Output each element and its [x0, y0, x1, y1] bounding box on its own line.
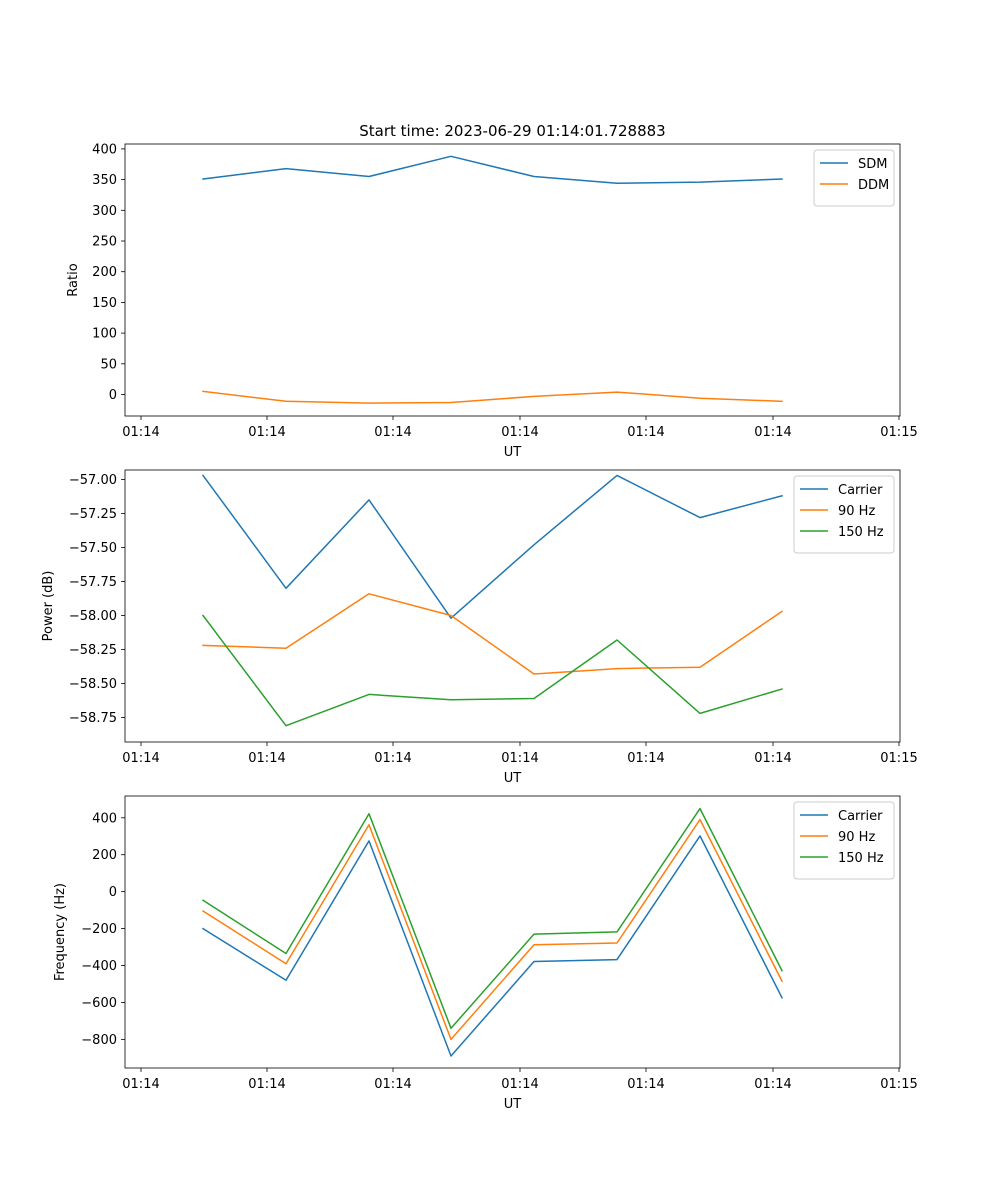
- legend-label: Carrier: [838, 483, 883, 498]
- legend-label: 150 Hz: [838, 525, 884, 540]
- y-tick-label: 50: [100, 357, 117, 372]
- x-tick-label: 01:14: [754, 751, 791, 766]
- y-tick-label: −58.75: [69, 711, 117, 726]
- x-tick-label: 01:14: [248, 425, 285, 440]
- x-tick-label: 01:15: [880, 751, 917, 766]
- legend-label: Carrier: [838, 809, 883, 824]
- y-tick-label: 400: [92, 142, 117, 157]
- y-axis-label: Ratio: [66, 263, 81, 296]
- y-tick-label: 100: [92, 327, 117, 342]
- x-tick-label: 01:14: [122, 751, 159, 766]
- x-tick-label: 01:14: [627, 1077, 664, 1092]
- x-tick-label: 01:14: [627, 751, 664, 766]
- x-tick-label: 01:14: [374, 1077, 411, 1092]
- y-tick-label: −57.00: [69, 473, 117, 488]
- chart-panel-3: 01:14 01:14 01:14 01:14 01:14 01:14 01:15 −800 −…: [53, 795, 918, 1112]
- y-tick-label: 200: [92, 848, 117, 863]
- axes-frame: [124, 795, 901, 1069]
- x-tick-label: 01:14: [248, 751, 285, 766]
- x-tick-label: 01:14: [374, 425, 411, 440]
- y-tick-label: 400: [92, 811, 117, 826]
- x-tick-label: 01:14: [501, 425, 538, 440]
- chart-panel-1: 01:14 01:14 01:14 01:14 01:14 01:14 01:15 0 50 10…: [66, 142, 918, 460]
- y-tick-label: −200: [81, 922, 117, 937]
- y-tick-label: −600: [81, 996, 117, 1011]
- series-line-90-hz: [202, 593, 784, 675]
- y-tick-label: −57.75: [69, 575, 117, 590]
- x-tick-label: 01:14: [754, 425, 791, 440]
- y-tick-label: −58.25: [69, 643, 117, 658]
- y-tick-label: 200: [92, 265, 117, 280]
- x-tick-label: 01:14: [122, 425, 159, 440]
- y-tick-label: −800: [81, 1033, 117, 1048]
- legend-box: [793, 801, 895, 880]
- x-axis-label: UT: [504, 445, 522, 460]
- legend-label: 90 Hz: [838, 504, 875, 519]
- y-tick-label: −58.50: [69, 677, 117, 692]
- x-tick-label: 01:14: [248, 1077, 285, 1092]
- y-tick-label: 0: [109, 388, 117, 403]
- x-tick-label: 01:14: [122, 1077, 159, 1092]
- series-line-sdm: [202, 155, 783, 185]
- chart-panel-2: 01:14 01:14 01:14 01:14 01:14 01:14 01:15 −58.7…: [41, 469, 918, 786]
- series-line-150-hz: [201, 614, 783, 727]
- figure-title: Start time: 2023-06-29 01:14:01.728883: [359, 122, 665, 140]
- y-tick-label: −400: [81, 959, 117, 974]
- y-tick-label: 150: [92, 296, 117, 311]
- series-line-carrier: [201, 474, 783, 619]
- legend: SDM DDM: [813, 149, 895, 207]
- series-line-90-hz: [201, 818, 784, 1041]
- x-tick-label: 01:15: [880, 1077, 917, 1092]
- y-tick-label: −58.00: [69, 609, 117, 624]
- legend-label: DDM: [858, 178, 889, 193]
- y-tick-label: −57.50: [69, 541, 117, 556]
- axes-frame: [124, 143, 901, 417]
- y-tick-label: −57.25: [69, 507, 117, 522]
- x-tick-label: 01:14: [374, 751, 411, 766]
- y-axis-label: Power (dB): [41, 571, 56, 642]
- x-tick-label: 01:14: [627, 425, 664, 440]
- x-tick-label: 01:14: [501, 1077, 538, 1092]
- x-axis-label: UT: [504, 771, 522, 786]
- legend-box: [813, 149, 895, 207]
- x-tick-label: 01:15: [880, 425, 917, 440]
- legend-box: [793, 475, 895, 554]
- legend-label: 90 Hz: [838, 830, 875, 845]
- legend: Carrier 90 Hz 150 Hz: [793, 801, 895, 880]
- y-tick-label: 300: [92, 204, 117, 219]
- legend: Carrier 90 Hz 150 Hz: [793, 475, 895, 554]
- series-line-ddm: [202, 390, 783, 404]
- x-axis-label: UT: [504, 1097, 522, 1112]
- x-tick-label: 01:14: [501, 751, 538, 766]
- y-axis-label: Frequency (Hz): [53, 883, 68, 981]
- series-line-carrier: [201, 835, 784, 1057]
- series-line-150-hz: [201, 807, 784, 1030]
- axes-frame: [124, 469, 901, 743]
- legend-label: SDM: [858, 157, 887, 172]
- legend-label: 150 Hz: [838, 851, 884, 866]
- y-tick-label: 350: [92, 173, 117, 188]
- y-tick-label: 0: [109, 885, 117, 900]
- y-tick-label: 250: [92, 235, 117, 250]
- x-tick-label: 01:14: [754, 1077, 791, 1092]
